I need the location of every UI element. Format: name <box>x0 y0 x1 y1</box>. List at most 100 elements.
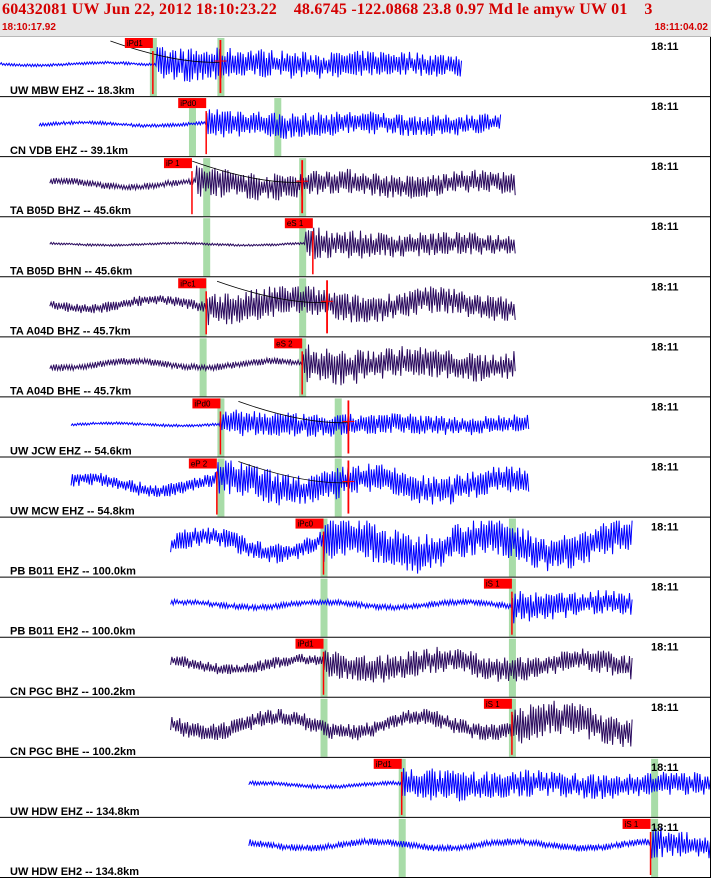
trace-panel[interactable]: iS 1 18:11 CN PGC BHE -- 100.2km <box>0 698 711 758</box>
pick-marker[interactable] <box>124 38 153 48</box>
station-label: PB B011 EH2 -- 100.0km <box>10 626 136 638</box>
station-label: TA B05D BHZ -- 45.6km <box>10 205 131 217</box>
waveform <box>38 109 502 139</box>
waveform <box>170 520 633 574</box>
waveform <box>0 47 462 83</box>
waveform <box>49 227 516 260</box>
pick-label: eP 2 <box>191 460 208 469</box>
pick-marker[interactable] <box>188 458 217 469</box>
phase-band <box>217 458 225 517</box>
pick-label: iS 1 <box>486 580 500 589</box>
trace-panel[interactable]: iPd1 18:11 UW HDW EHZ -- 134.8km <box>0 758 711 818</box>
theoretical-arrival-curve <box>192 160 303 183</box>
panel-time-label: 18:11 <box>651 221 679 233</box>
pick-marker[interactable] <box>483 698 512 709</box>
panel-time-label: 18:11 <box>651 161 679 173</box>
trace-panel[interactable]: eS 1 18:11 TA B05D BHN -- 45.6km <box>0 218 711 278</box>
station-label: CN PGC BHZ -- 100.2km <box>10 686 136 698</box>
pick-label: iS 1 <box>625 820 639 829</box>
waveform <box>49 165 516 201</box>
trace-panel[interactable]: iP 1 18:11 TA B05D BHZ -- 45.6km <box>0 158 711 218</box>
trace-panel[interactable]: iS 1 18:11 PB B011 EH2 -- 100.0km <box>0 578 711 638</box>
pick-marker[interactable] <box>295 638 324 649</box>
panel-time-label: 18:11 <box>651 401 679 413</box>
pick-marker[interactable] <box>284 218 313 229</box>
station-label: UW MCW EHZ -- 54.8km <box>10 506 135 518</box>
waveform <box>49 344 516 386</box>
panel-time-label: 18:11 <box>651 281 679 293</box>
panel-time-label: 18:11 <box>651 101 679 113</box>
pick-label: iPd0 <box>180 99 197 108</box>
start-time: 18:10:17.92 <box>2 22 56 33</box>
phase-band <box>203 158 211 217</box>
trace-panel[interactable]: iPd1 18:11 UW MBW EHZ -- 18.3km <box>0 38 711 98</box>
pick-label: iPd0 <box>194 399 211 408</box>
trace-panel[interactable]: eP 2 18:11 UW MCW EHZ -- 54.8km <box>0 458 711 518</box>
pick-label: iPc1 <box>180 279 196 288</box>
waveform <box>248 768 711 802</box>
waveform <box>70 460 530 506</box>
pick-label: eS 2 <box>276 339 293 348</box>
waveform <box>49 286 516 326</box>
station-label: UW MBW EHZ -- 18.3km <box>10 85 135 97</box>
seismogram-panels[interactable]: iPd1 18:11 UW MBW EHZ -- 18.3km iPd0 18:11 CN… <box>0 37 711 878</box>
panel-time-label: 18:11 <box>651 702 679 714</box>
waveform <box>170 646 633 683</box>
station-label: UW JCW EHZ -- 54.6km <box>10 446 132 458</box>
panel-time-label: 18:11 <box>651 462 679 474</box>
pick-label: iPd1 <box>298 640 315 649</box>
theoretical-arrival-curve <box>216 280 328 304</box>
trace-panel[interactable]: iS 1 18:11 UW HDW EH2 -- 134.8km <box>0 818 711 878</box>
pick-marker[interactable] <box>178 278 207 289</box>
phase-band <box>320 698 328 757</box>
waveform <box>170 590 633 624</box>
station-label: TA A04D BHZ -- 45.7km <box>10 325 131 337</box>
panel-time-label: 18:11 <box>651 41 679 53</box>
trace-panel[interactable]: eS 2 18:11 TA A04D BHE -- 45.7km <box>0 338 711 398</box>
pick-marker[interactable] <box>622 818 651 829</box>
trace-panel[interactable]: iPc0 18:11 PB B011 EHZ -- 100.0km <box>0 518 711 578</box>
event-header: 60432081 UW Jun 22, 2012 18:10:23.22 48.… <box>0 0 711 37</box>
panel-time-label: 18:11 <box>651 822 679 834</box>
waveform <box>170 700 633 748</box>
event-title: 60432081 UW Jun 22, 2012 18:10:23.22 48.… <box>2 1 653 18</box>
phase-band <box>299 218 307 277</box>
panel-time-label: 18:11 <box>651 762 679 774</box>
waveform <box>248 827 711 859</box>
panel-time-label: 18:11 <box>651 522 679 534</box>
pick-marker[interactable] <box>274 338 303 349</box>
pick-label: iPc0 <box>298 520 314 529</box>
trace-panel[interactable]: iPd1 18:11 CN PGC BHZ -- 100.2km <box>0 638 711 698</box>
trace-panel[interactable]: iPd0 18:11 UW JCW EHZ -- 54.6km <box>0 398 711 458</box>
pick-label: iPd1 <box>127 39 144 48</box>
station-label: UW HDW EH2 -- 134.8km <box>10 866 139 878</box>
waveform <box>70 409 530 437</box>
pick-marker[interactable] <box>178 98 207 109</box>
pick-marker[interactable] <box>295 518 324 529</box>
station-label: CN PGC BHE -- 100.2km <box>10 746 136 758</box>
theoretical-arrival-curve <box>110 40 221 63</box>
pick-label: iP 1 <box>166 159 180 168</box>
station-label: CN VDB EHZ -- 39.1km <box>10 145 128 157</box>
panel-time-label: 18:11 <box>651 582 679 594</box>
panel-time-label: 18:11 <box>651 341 679 353</box>
phase-band <box>188 98 196 157</box>
pick-label: eS 1 <box>287 219 304 228</box>
phase-band <box>320 578 328 637</box>
theoretical-arrival-curve <box>238 401 349 424</box>
trace-panel[interactable]: iPc1 18:11 TA A04D BHZ -- 45.7km <box>0 278 711 338</box>
pick-marker[interactable] <box>163 158 192 169</box>
phase-band <box>508 518 516 577</box>
station-label: PB B011 EHZ -- 100.0km <box>10 566 136 578</box>
pick-marker[interactable] <box>483 578 512 589</box>
pick-label: iS 1 <box>486 700 500 709</box>
phase-band <box>203 218 211 277</box>
station-label: UW HDW EHZ -- 134.8km <box>10 806 140 818</box>
trace-panel[interactable]: iPd0 18:11 CN VDB EHZ -- 39.1km <box>0 98 711 158</box>
pick-marker[interactable] <box>373 758 402 769</box>
end-time: 18:11:04.02 <box>654 22 708 33</box>
pick-label: iPd1 <box>376 760 393 769</box>
station-label: TA B05D BHN -- 45.6km <box>10 265 132 277</box>
panel-time-label: 18:11 <box>651 642 679 654</box>
pick-marker[interactable] <box>192 398 221 409</box>
